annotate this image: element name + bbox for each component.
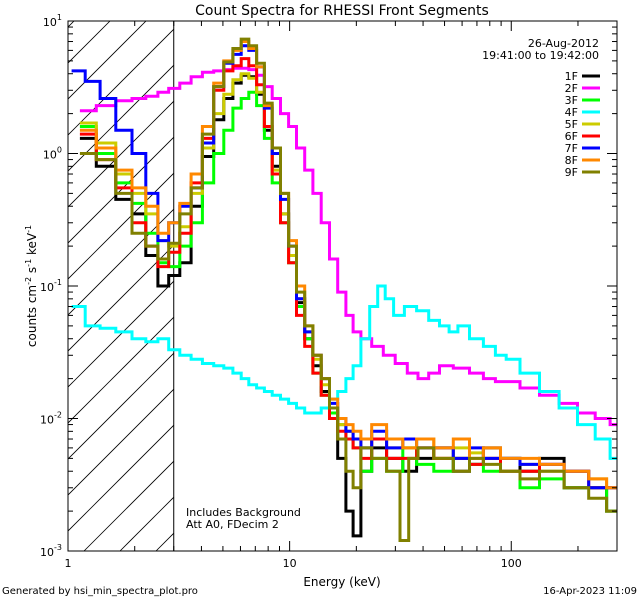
- series-line-2F: [79, 66, 617, 427]
- y-label-part-a: counts cm: [25, 285, 39, 347]
- background-hatch-region: [68, 21, 174, 551]
- x-tick-labels: 1 10 100: [65, 557, 522, 570]
- y-label-exp-3: -1: [24, 225, 33, 233]
- annotation-attenuator: Att A0, FDecim 2: [186, 518, 279, 531]
- hatch-line: [68, 136, 174, 244]
- y-axis-label: counts cm-2 s-1 keV-1: [24, 225, 39, 347]
- y-label-exp-2: -1: [24, 259, 33, 267]
- legend-label-4F: 4F: [565, 106, 578, 119]
- x-tick-label: 1: [65, 557, 72, 570]
- y-tick-label: 101: [43, 13, 62, 29]
- hatch-line: [68, 208, 174, 316]
- hatch-line: [68, 244, 174, 352]
- y-tick-labels: 101 100 10-1 10-2 10-3: [40, 13, 62, 559]
- legend-label-8F: 8F: [565, 154, 578, 167]
- legend-label-9F: 9F: [565, 166, 578, 179]
- hatch-line: [68, 28, 174, 136]
- legend-label-5F: 5F: [565, 118, 578, 131]
- date-label: 26-Aug-2012: [528, 37, 599, 50]
- y-tick-label: 10-1: [40, 278, 62, 294]
- x-tick-label: 100: [501, 557, 522, 570]
- hatch-line: [68, 316, 174, 424]
- hatch-line: [119, 496, 174, 551]
- annotation-background: Includes Background: [186, 506, 301, 519]
- series-line-1F: [79, 73, 617, 538]
- x-axis-label: Energy (keV): [303, 575, 380, 589]
- y-tick-label: 10-2: [40, 411, 62, 427]
- series-line-8F: [79, 40, 617, 490]
- chart-title: Count Spectra for RHESSI Front Segments: [195, 3, 489, 19]
- legend-label-3F: 3F: [565, 94, 578, 107]
- x-tick-label: 10: [283, 557, 297, 570]
- hatch-line: [68, 172, 174, 280]
- legend-label-6F: 6F: [565, 130, 578, 143]
- series-line-3F: [79, 90, 617, 513]
- y-label-part-c: keV: [25, 232, 39, 259]
- hatch-line: [68, 352, 174, 460]
- footer-timestamp: 16-Apr-2023 11:09: [543, 586, 637, 597]
- y-tick-label: 100: [43, 146, 62, 162]
- legend-label-2F: 2F: [565, 82, 578, 95]
- y-label-part-b: s: [25, 267, 39, 277]
- y-label-exp-1: -2: [24, 277, 33, 285]
- series-layer: [71, 37, 617, 542]
- y-tick-label: 10-3: [40, 543, 62, 559]
- series-line-9F: [79, 37, 617, 542]
- legend-label-1F: 1F: [565, 70, 578, 83]
- footer-generated-by: Generated by hsi_min_spectra_plot.pro: [2, 586, 198, 597]
- hatch-line: [68, 21, 147, 100]
- hatch-line: [68, 388, 174, 496]
- hatch-line: [68, 424, 174, 532]
- axis-ticks: [67, 20, 618, 552]
- legend-label-7F: 7F: [565, 142, 578, 155]
- hatch-line: [68, 21, 111, 64]
- hatch-line: [68, 64, 174, 172]
- time-range-label: 19:41:00 to 19:42:00: [482, 49, 599, 62]
